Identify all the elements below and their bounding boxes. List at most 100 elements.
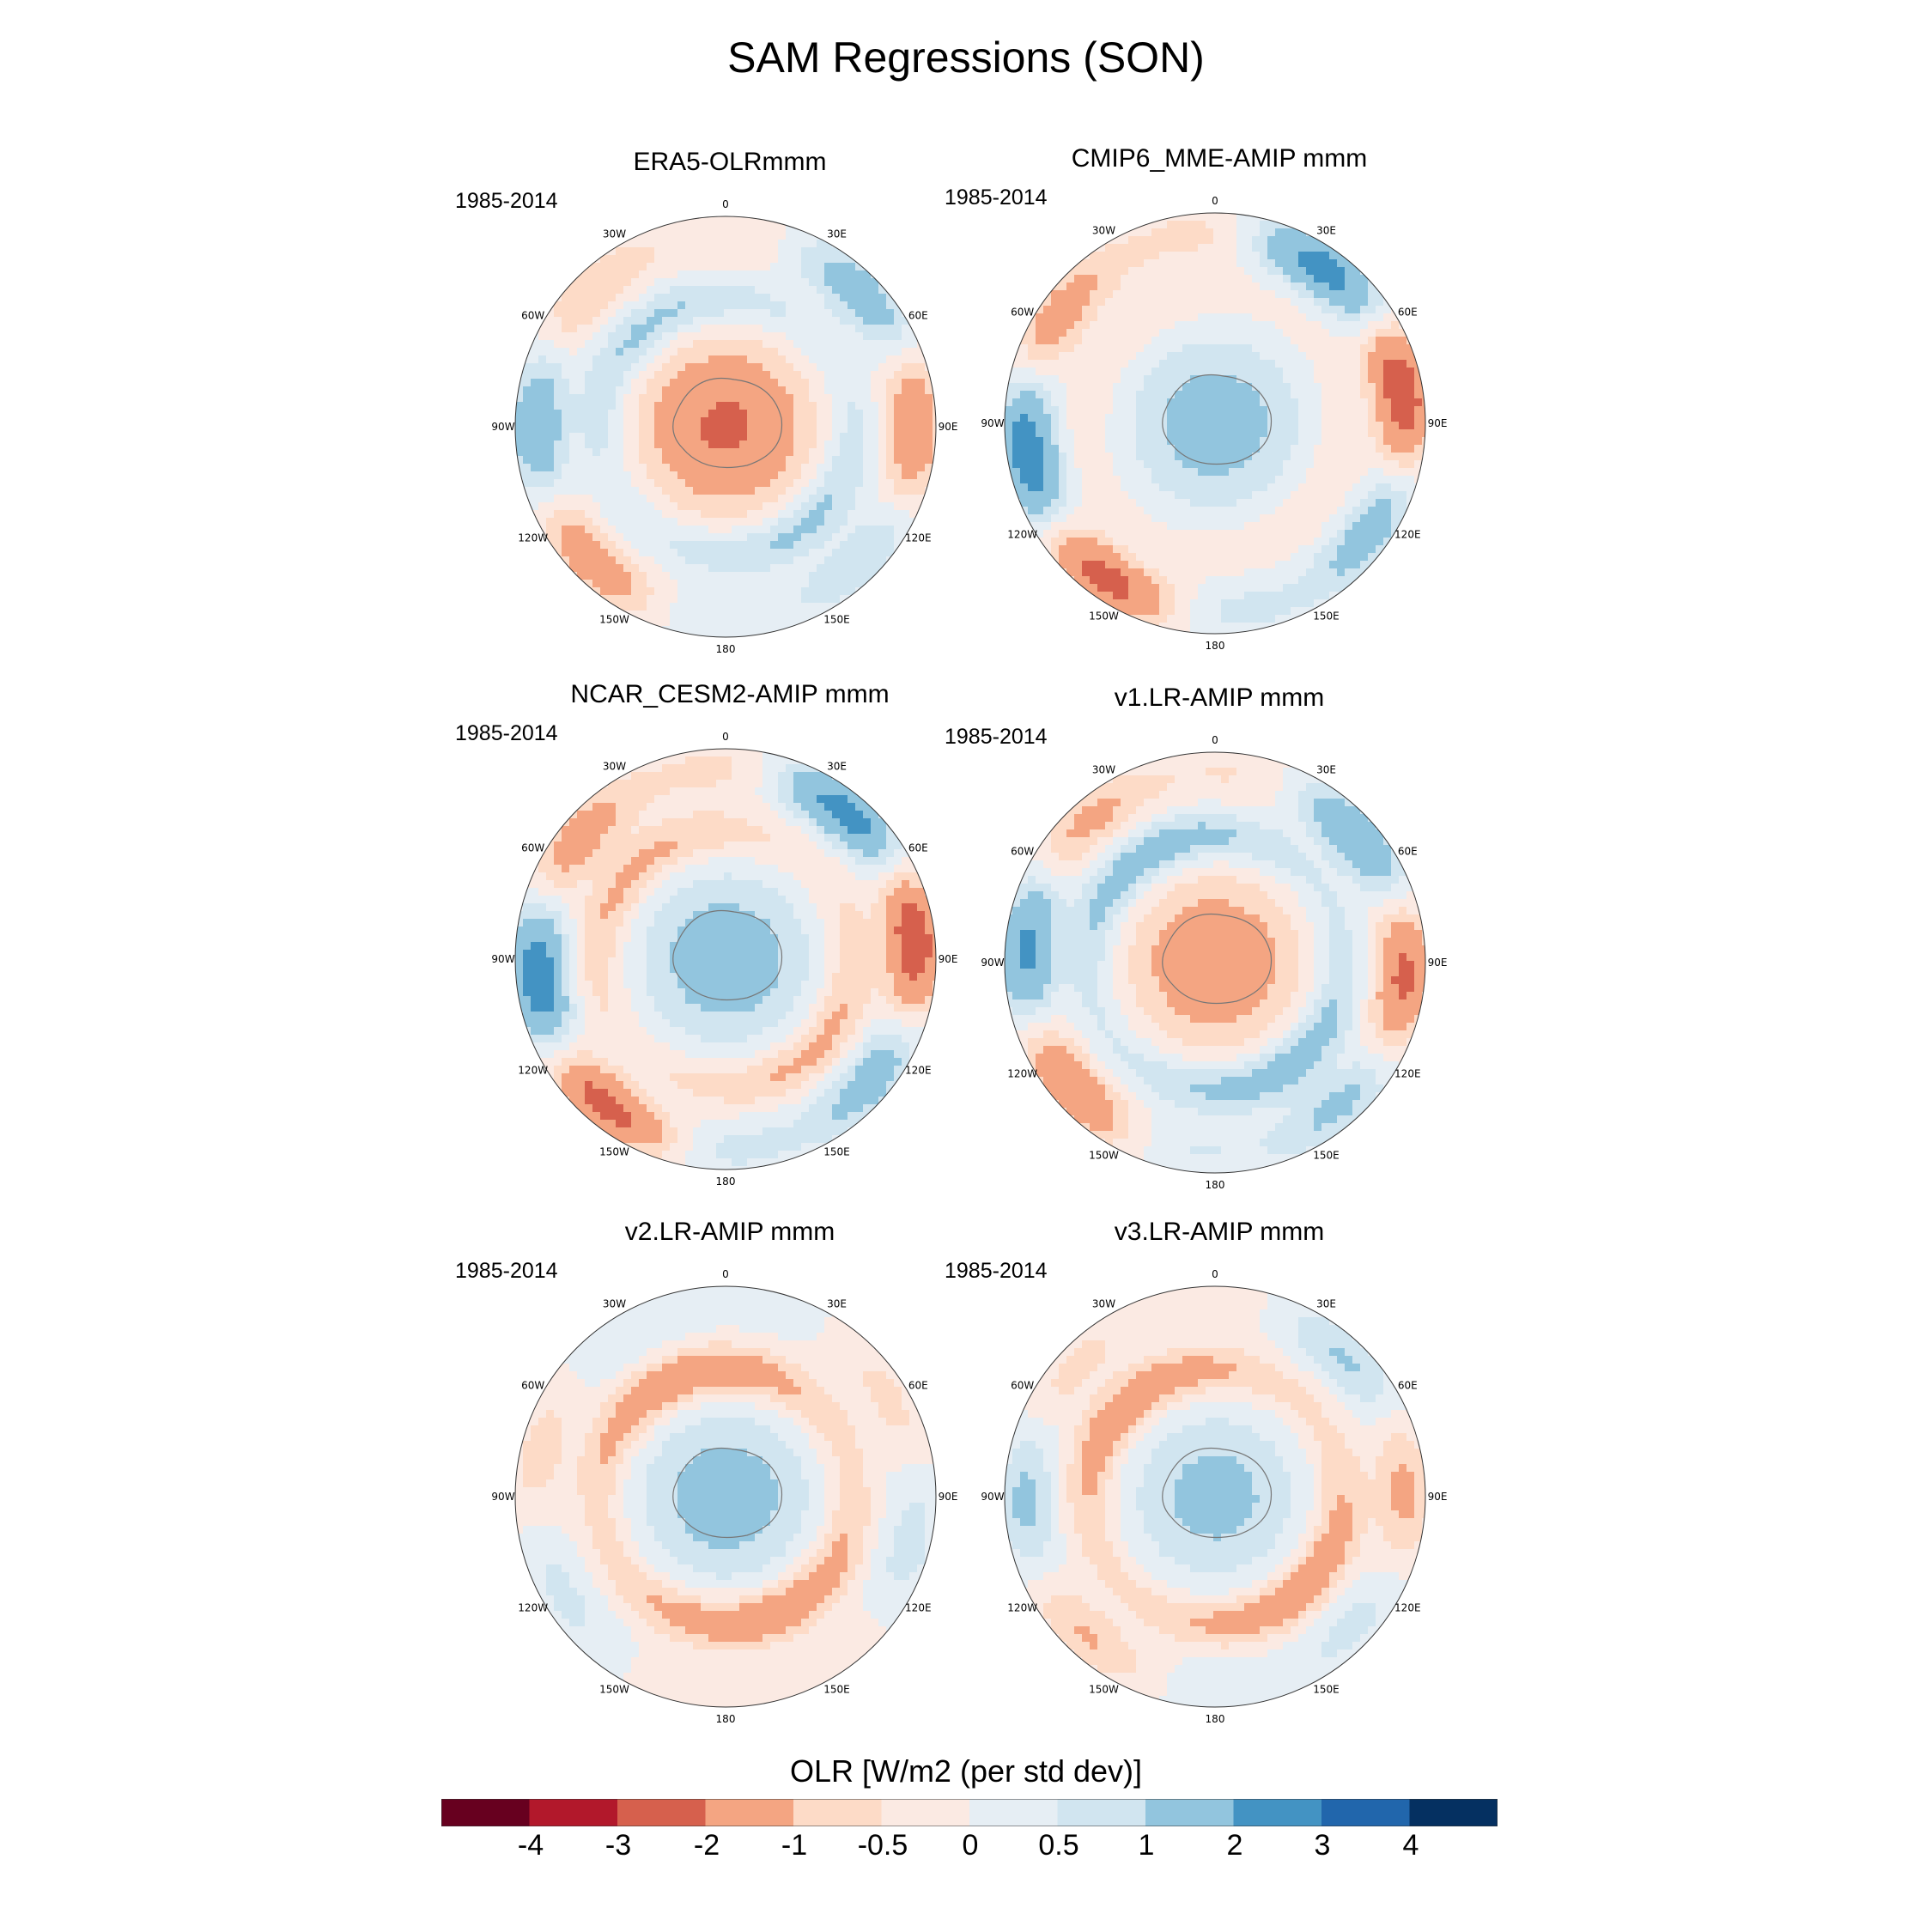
longitude-label: 0 xyxy=(722,198,729,210)
longitude-label: 60W xyxy=(1011,1380,1034,1392)
map-panel-ncar-cesm2: NCAR_CESM2-AMIP mmm 1985-2014 0 30E 60E 90E… xyxy=(455,680,996,1212)
longitude-label: 120W xyxy=(518,1602,548,1614)
antarctica-coastline xyxy=(672,909,783,1001)
longitude-label: 150W xyxy=(1089,1683,1119,1695)
map-boundary xyxy=(514,1285,937,1708)
longitude-label: 120W xyxy=(518,1065,548,1077)
period-label: 1985-2014 xyxy=(455,1259,558,1283)
longitude-label: 180 xyxy=(1206,640,1225,652)
panel-title: v1.LR-AMIP mmm xyxy=(1114,683,1325,712)
contour-field xyxy=(515,749,936,1170)
colorbar-tick: -1 xyxy=(781,1829,808,1862)
colorbar-swatch xyxy=(1409,1799,1498,1826)
longitude-label: 150W xyxy=(599,1145,629,1157)
longitude-label: 120E xyxy=(905,1065,932,1077)
colorbar-tick: 0.5 xyxy=(1038,1829,1079,1862)
colorbar-swatch xyxy=(529,1799,618,1826)
colorbar xyxy=(441,1799,1498,1826)
longitude-label: 120E xyxy=(1394,1602,1421,1614)
longitude-label: 0 xyxy=(1212,734,1218,746)
longitude-label: 150E xyxy=(1313,610,1340,622)
colorbar-swatch xyxy=(617,1799,706,1826)
panel-title: v3.LR-AMIP mmm xyxy=(1114,1218,1325,1246)
longitude-label: 30W xyxy=(603,761,626,773)
longitude-label: 60W xyxy=(1011,846,1034,858)
longitude-label: 180 xyxy=(716,643,736,655)
longitude-label: 90W xyxy=(981,1491,1004,1503)
panel-title: ERA5-OLRmmm xyxy=(633,148,827,176)
longitude-label: 90W xyxy=(981,957,1004,969)
polar-map: 0 30E 60E 90E 120E 150E 180 150W 120W 90W 60W 30W xyxy=(491,731,958,1188)
map-boundary xyxy=(1004,751,1426,1174)
map-panel-era5: ERA5-OLRmmm 1985-2014 0 30E 60E 90E 120E 150E… xyxy=(455,148,996,680)
contour-field xyxy=(515,216,936,637)
longitude-label: 90W xyxy=(981,417,1004,429)
polar-map: 0 30E 60E 90E 120E 150E 180 150W 120W 90W 60W 30W xyxy=(981,734,1447,1191)
map-boundary xyxy=(1004,212,1426,635)
longitude-label: 30W xyxy=(1092,764,1115,776)
longitude-label: 60E xyxy=(908,1380,928,1392)
colorbar-label: OLR [W/m2 (per std dev)] xyxy=(789,1753,1143,1789)
longitude-label: 30W xyxy=(603,228,626,240)
longitude-label: 120E xyxy=(1394,529,1421,541)
longitude-label: 90E xyxy=(1428,1491,1448,1503)
map-panel-v1-lr: v1.LR-AMIP mmm 1985-2014 0 30E 60E 90E 120E 1… xyxy=(945,683,1485,1216)
colorbar-swatch xyxy=(969,1799,1058,1826)
panel-title: v2.LR-AMIP mmm xyxy=(624,1218,835,1246)
antarctica-coastline xyxy=(1162,374,1273,465)
longitude-label: 60W xyxy=(521,842,544,854)
contour-field xyxy=(1005,213,1425,634)
colorbar-tick: -3 xyxy=(605,1829,632,1862)
longitude-label: 90W xyxy=(491,1491,514,1503)
period-label: 1985-2014 xyxy=(945,725,1048,749)
colorbar-tick: 3 xyxy=(1314,1829,1331,1862)
figure-title: SAM Regressions (SON) xyxy=(727,33,1205,82)
longitude-label: 90E xyxy=(939,1491,958,1503)
longitude-label: 30E xyxy=(827,228,847,240)
map-panel-cmip6-mme: CMIP6_MME-AMIP mmm 1985-2014 0 30E 60E 90E 1… xyxy=(945,144,1485,677)
period-label: 1985-2014 xyxy=(945,185,1048,210)
longitude-label: 180 xyxy=(716,1176,736,1188)
colorbar-tick: 1 xyxy=(1138,1829,1155,1862)
panel-title: CMIP6_MME-AMIP mmm xyxy=(1071,144,1368,173)
longitude-label: 120E xyxy=(905,532,932,544)
longitude-label: 0 xyxy=(722,731,729,743)
antarctica-coastline xyxy=(672,1447,783,1539)
panel-title: NCAR_CESM2-AMIP mmm xyxy=(570,680,890,708)
map-boundary xyxy=(1004,1285,1426,1708)
map-panel-v2-lr: v2.LR-AMIP mmm 1985-2014 0 30E 60E 90E 120E 1… xyxy=(455,1218,996,1750)
colorbar-swatch xyxy=(881,1799,970,1826)
contour-field xyxy=(515,1286,936,1707)
longitude-label: 180 xyxy=(1206,1179,1225,1191)
antarctica-coastline xyxy=(1162,913,1273,1005)
longitude-label: 120W xyxy=(1007,1602,1037,1614)
longitude-label: 0 xyxy=(722,1268,729,1280)
colorbar-swatch xyxy=(793,1799,882,1826)
longitude-label: 150W xyxy=(1089,1149,1119,1161)
longitude-label: 90E xyxy=(939,953,958,965)
longitude-label: 90W xyxy=(491,953,514,965)
polar-map: 0 30E 60E 90E 120E 150E 180 150W 120W 90W 60W 30W xyxy=(981,195,1447,652)
longitude-label: 120E xyxy=(905,1602,932,1614)
map-boundary xyxy=(514,216,937,638)
longitude-label: 60E xyxy=(1398,307,1418,319)
colorbar-swatch xyxy=(1057,1799,1146,1826)
longitude-label: 150E xyxy=(1313,1683,1340,1695)
colorbar-tick: 4 xyxy=(1402,1829,1419,1862)
longitude-label: 120W xyxy=(1007,529,1037,541)
colorbar-swatch xyxy=(1145,1799,1234,1826)
longitude-label: 30E xyxy=(827,1298,847,1310)
longitude-label: 150E xyxy=(823,613,850,625)
colorbar-swatch xyxy=(441,1799,530,1826)
longitude-label: 150W xyxy=(599,613,629,625)
polar-map: 0 30E 60E 90E 120E 150E 180 150W 120W 90W 60W 30W xyxy=(981,1268,1448,1725)
map-boundary xyxy=(514,748,937,1170)
longitude-label: 120E xyxy=(1394,1068,1421,1080)
longitude-label: 0 xyxy=(1212,1268,1218,1280)
period-label: 1985-2014 xyxy=(945,1259,1048,1283)
period-label: 1985-2014 xyxy=(455,721,558,745)
colorbar-swatch xyxy=(1233,1799,1322,1826)
antarctica-coastline xyxy=(672,377,783,469)
longitude-label: 60E xyxy=(908,310,928,322)
longitude-label: 60W xyxy=(521,310,544,322)
